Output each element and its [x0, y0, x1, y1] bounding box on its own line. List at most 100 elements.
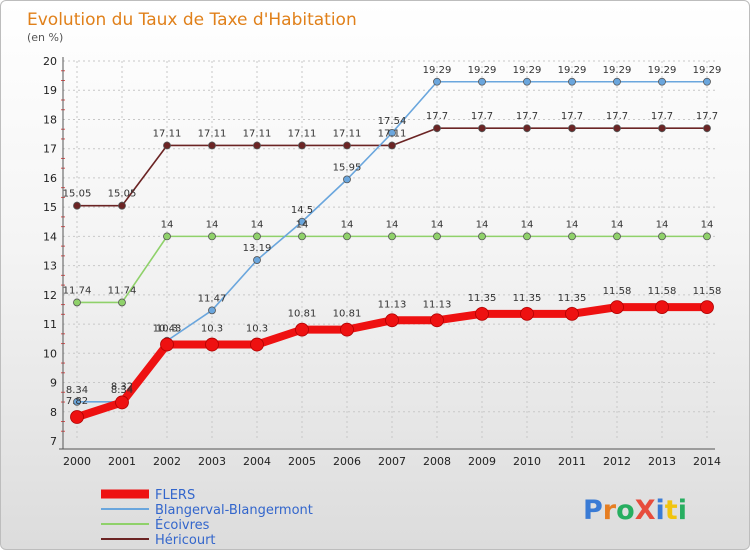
y-tick-label: 19	[43, 84, 57, 97]
data-label: 14	[476, 219, 489, 230]
chart-subtitle: (en %)	[27, 31, 63, 44]
data-label: 14	[251, 219, 264, 230]
y-tick-label: 16	[43, 172, 57, 185]
x-tick-label: 2011	[558, 455, 586, 468]
y-tick-label: 7	[50, 435, 57, 448]
data-label: 14	[341, 219, 354, 230]
logo-letter: i	[656, 495, 665, 526]
proxiti-logo: ProXiti	[583, 495, 687, 526]
data-label: 10.81	[333, 309, 362, 320]
x-tick-label: 2006	[333, 455, 361, 468]
data-label: 17.11	[243, 128, 272, 139]
data-point	[655, 300, 669, 315]
x-tick-label: 2010	[513, 455, 541, 468]
data-point	[208, 232, 216, 241]
x-tick-label: 2003	[198, 455, 226, 468]
data-label: 15.95	[333, 162, 362, 173]
data-point	[385, 313, 399, 328]
data-point	[253, 256, 261, 264]
logo-letter: P	[583, 495, 603, 526]
y-tick-label: 13	[43, 260, 57, 273]
data-label: 17.7	[471, 111, 493, 122]
x-tick-label: 2007	[378, 455, 406, 468]
y-tick-label: 8	[50, 406, 57, 419]
data-point	[298, 217, 306, 226]
axes: 7 8 9 10 11 12 13 14 15 16 17 18 19 20 2000 2001 2002 200…	[43, 55, 721, 468]
y-tick-label: 14	[43, 230, 57, 243]
data-point	[433, 232, 441, 241]
data-point	[388, 232, 396, 241]
y-tick-label: 17	[43, 143, 57, 156]
data-label: 19.29	[513, 65, 542, 76]
y-tick-label: 15	[43, 201, 57, 214]
data-point	[565, 306, 579, 321]
data-point	[73, 298, 81, 307]
data-point	[343, 175, 351, 184]
data-point	[115, 395, 129, 410]
data-point	[295, 322, 309, 337]
data-label: 19.29	[603, 65, 632, 76]
data-label: 11.35	[558, 293, 587, 304]
data-label: 17.11	[288, 128, 317, 139]
data-point	[433, 124, 441, 133]
data-label: 17.11	[153, 128, 182, 139]
logo-text: ProXiti	[583, 495, 687, 526]
data-label: 14	[431, 219, 444, 230]
data-point	[478, 77, 486, 86]
y-tick-label: 18	[43, 113, 57, 126]
data-point	[388, 129, 396, 137]
data-label: 19.29	[558, 65, 587, 76]
logo-letter: o	[616, 495, 635, 526]
data-point	[523, 232, 531, 241]
data-label: 19.29	[648, 65, 677, 76]
data-point	[433, 77, 441, 86]
data-point	[523, 77, 531, 86]
data-point	[475, 306, 489, 321]
legend-label: FLERS	[155, 488, 195, 503]
x-tick-label: 2000	[63, 455, 91, 468]
data-label: 8.34	[66, 385, 88, 396]
series-group	[70, 77, 714, 424]
legend-label: Écoivres	[155, 517, 210, 533]
data-point	[73, 201, 81, 210]
x-tick-label: 2005	[288, 455, 316, 468]
data-point	[610, 300, 624, 315]
data-label: 7.82	[66, 396, 88, 407]
data-label: 11.58	[603, 286, 632, 297]
logo-letter: X	[635, 495, 656, 526]
data-point	[208, 141, 216, 150]
data-label: 11.58	[648, 286, 677, 297]
data-point	[658, 77, 666, 86]
data-point	[568, 124, 576, 133]
x-tick-label: 2004	[243, 455, 271, 468]
y-tick-label: 11	[43, 318, 57, 331]
data-point	[613, 124, 621, 133]
data-label: 14	[161, 219, 174, 230]
data-label: 17.11	[378, 128, 407, 139]
data-label: 10.43	[153, 324, 182, 335]
data-label: 19.29	[468, 65, 497, 76]
data-point	[118, 298, 126, 307]
y-tick-label: 12	[43, 289, 57, 302]
data-label: 17.7	[561, 111, 583, 122]
data-label: 11.35	[468, 293, 497, 304]
data-label: 19.29	[693, 65, 722, 76]
data-point	[430, 313, 444, 328]
data-label: 8.32	[111, 381, 133, 392]
data-label: 13.19	[243, 243, 272, 254]
x-tick-label: 2002	[153, 455, 181, 468]
data-label: 17.7	[426, 111, 448, 122]
data-point	[568, 77, 576, 86]
data-label: 17.54	[378, 116, 407, 127]
y-tick-label: 10	[43, 347, 57, 360]
data-point	[658, 124, 666, 133]
data-labels: 15.05 15.05 17.11 17.11 17.11 17.11 17.11 17.11…	[63, 65, 722, 407]
data-point	[73, 397, 81, 406]
data-point	[613, 232, 621, 241]
data-label: 17.11	[333, 128, 362, 139]
data-label: 14	[296, 219, 309, 230]
data-point	[700, 300, 714, 315]
data-label: 17.7	[516, 111, 538, 122]
